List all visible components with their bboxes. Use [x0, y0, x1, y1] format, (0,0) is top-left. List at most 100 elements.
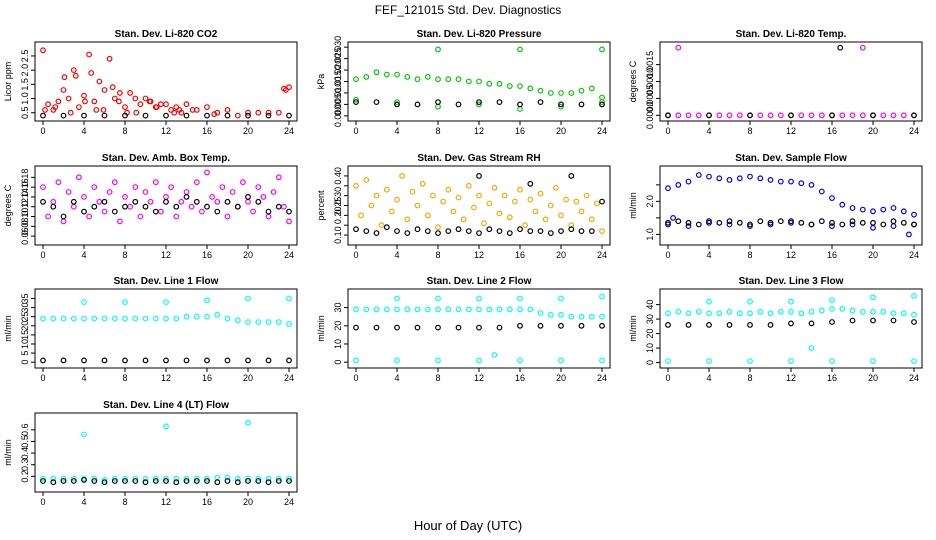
data-point	[122, 357, 128, 364]
data-point	[911, 112, 917, 119]
data-point	[829, 306, 835, 312]
data-point	[808, 345, 815, 352]
y-tick-label: 0.06	[20, 227, 30, 245]
data-point	[101, 479, 108, 486]
data-point	[849, 205, 856, 211]
series-2	[665, 317, 917, 328]
x-tick-label: 12	[786, 126, 796, 136]
data-point	[178, 198, 185, 205]
series-1	[665, 172, 917, 238]
data-point	[517, 357, 523, 364]
data-point	[132, 184, 139, 191]
x-tick-label: 8	[435, 126, 440, 136]
data-point	[111, 95, 118, 102]
data-point	[111, 179, 118, 186]
data-point	[788, 112, 794, 119]
data-point	[481, 220, 488, 227]
panel-7: Stan. Dev. Line 1 Flow ml/min 0 4 8 12 16 20 24 0…	[3, 276, 298, 383]
panel-title: Stan. Dev. Li-820 CO2	[115, 29, 218, 40]
y-axis-label: ml/min	[3, 439, 13, 466]
data-point	[286, 475, 292, 482]
data-point	[675, 112, 682, 119]
data-point	[465, 306, 472, 313]
data-point	[245, 198, 251, 205]
x-tick-label: 24	[909, 126, 919, 136]
data-point	[61, 74, 68, 81]
data-point	[839, 221, 846, 228]
data-point	[101, 477, 108, 483]
data-point	[152, 208, 159, 215]
data-point	[394, 324, 400, 331]
data-point	[496, 80, 503, 87]
data-point	[736, 219, 743, 226]
data-point	[870, 219, 876, 226]
data-point	[183, 313, 190, 320]
data-point	[275, 109, 282, 116]
y-tick-label: 0.0005	[645, 85, 655, 113]
y-tick-label: 0.2	[20, 470, 30, 483]
panel-title: Stan. Dev. Line 3 Flow	[739, 276, 844, 287]
data-point	[568, 172, 575, 179]
data-point	[527, 306, 534, 313]
data-point	[424, 73, 431, 80]
y-axis-label: Licor ppm	[3, 62, 13, 102]
data-point	[245, 357, 251, 364]
data-point	[116, 218, 123, 225]
data-point	[142, 112, 149, 119]
data-point	[527, 228, 534, 235]
data-point	[849, 112, 856, 119]
data-point	[501, 192, 508, 199]
data-point	[578, 208, 585, 215]
data-point	[70, 198, 77, 205]
data-point	[527, 85, 534, 92]
data-point	[522, 222, 528, 229]
y-tick-label: 0.0000	[645, 102, 655, 130]
x-tick-label: 16	[202, 250, 212, 260]
data-point	[275, 319, 282, 326]
y-tick-label: 5	[20, 351, 30, 356]
data-point	[900, 112, 907, 119]
data-point	[255, 319, 262, 326]
data-point	[193, 475, 200, 482]
data-point	[65, 189, 72, 195]
data-point	[214, 311, 221, 318]
data-point	[67, 109, 74, 116]
data-point	[870, 294, 876, 301]
x-tick-label: 8	[122, 250, 127, 260]
data-point	[506, 214, 513, 221]
data-point	[716, 219, 723, 226]
plot-frame	[347, 41, 611, 122]
data-point	[157, 208, 164, 215]
x-tick-label: 4	[706, 250, 711, 260]
data-point	[911, 221, 917, 228]
data-point	[122, 104, 128, 110]
data-point	[558, 357, 564, 364]
data-point	[706, 173, 712, 180]
data-point	[75, 174, 82, 181]
data-point	[122, 299, 128, 306]
data-point	[471, 204, 477, 211]
data-point	[476, 78, 482, 85]
data-point	[829, 223, 835, 230]
data-point	[234, 479, 241, 486]
data-point	[101, 198, 108, 205]
data-point	[133, 109, 140, 116]
data-point	[726, 176, 733, 183]
data-point	[183, 112, 190, 119]
data-point	[183, 475, 190, 482]
x-tick-label: 12	[786, 373, 796, 383]
data-point	[911, 293, 917, 299]
data-point	[726, 322, 733, 328]
data-point	[81, 477, 87, 483]
data-point	[286, 112, 292, 119]
data-point	[265, 208, 272, 215]
data-point	[204, 313, 210, 320]
data-point	[363, 228, 370, 235]
data-point	[588, 313, 595, 320]
data-point	[152, 179, 159, 186]
data-point	[455, 76, 462, 83]
x-tick-label: 20	[243, 373, 253, 383]
y-axis-label: ml/min	[628, 315, 638, 342]
data-point	[859, 206, 866, 213]
data-point	[404, 306, 411, 313]
